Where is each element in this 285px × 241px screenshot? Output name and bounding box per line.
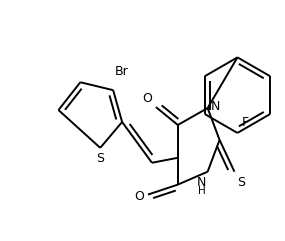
Text: S: S <box>96 152 104 165</box>
Text: F: F <box>241 116 249 129</box>
Text: N: N <box>211 100 220 113</box>
Text: N: N <box>196 176 206 189</box>
Text: O: O <box>134 190 144 203</box>
Text: O: O <box>142 92 152 105</box>
Text: H: H <box>198 186 206 196</box>
Text: Br: Br <box>115 65 129 78</box>
Text: S: S <box>237 176 245 189</box>
